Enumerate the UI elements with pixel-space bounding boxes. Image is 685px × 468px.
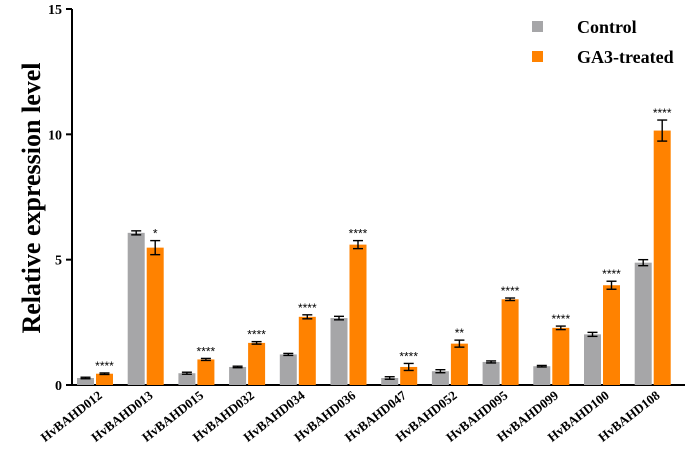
- ga3-treated-bar: [653, 130, 671, 385]
- significance-marker: ****: [349, 227, 368, 241]
- control-bar: [279, 354, 297, 385]
- ga3-treated-bar: [146, 247, 164, 385]
- ga3-treated-bar: [400, 366, 418, 385]
- ga3-treated-legend-label: GA3-treated: [577, 47, 674, 67]
- control-legend-label: Control: [577, 17, 637, 37]
- significance-marker: ****: [501, 284, 520, 298]
- significance-marker: ****: [247, 328, 266, 342]
- ga3-treated-bar: [197, 359, 215, 385]
- y-tick-label: 0: [55, 379, 62, 394]
- control-bar: [127, 232, 145, 385]
- y-axis: 0 5 10 15: [48, 3, 73, 394]
- significance-marker: ****: [95, 359, 114, 373]
- ga3-treated-bar: [248, 342, 266, 385]
- significance-marker: *: [153, 227, 158, 241]
- y-tick-label: 5: [55, 254, 62, 269]
- control-bar: [533, 366, 551, 385]
- control-bar: [381, 377, 399, 385]
- ga3-treated-bar: [349, 244, 367, 385]
- significance-marker: ****: [197, 344, 216, 358]
- significance-marker: ****: [602, 267, 621, 281]
- control-bar: [229, 366, 247, 385]
- control-bar: [584, 334, 601, 385]
- control-bar: [431, 371, 449, 385]
- significance-marker: ****: [551, 312, 570, 326]
- ga3-treated-bar: [96, 373, 113, 385]
- ga3-treated-bar: [552, 327, 570, 385]
- significance-marker: **: [455, 326, 465, 340]
- bars-group: ****HvBAHD012*HvBAHD013****HvBAHD015****…: [38, 106, 672, 445]
- significance-marker: ****: [298, 301, 317, 315]
- control-bar: [77, 377, 94, 385]
- significance-marker: ****: [653, 106, 672, 120]
- control-legend-swatch: [532, 21, 543, 32]
- y-tick-label: 15: [48, 3, 62, 18]
- bar-group-hvbahd013: *HvBAHD013: [88, 227, 164, 445]
- y-axis-title: Relative expression level: [17, 62, 46, 333]
- y-tick-label: 10: [48, 128, 62, 143]
- significance-marker: ****: [399, 349, 418, 363]
- ga3-treated-legend-swatch: [532, 51, 543, 62]
- ga3-treated-bar: [450, 343, 468, 385]
- ga3-treated-bar: [298, 316, 316, 385]
- ga3-treated-bar: [603, 285, 620, 385]
- control-bar: [330, 318, 348, 385]
- ga3-treated-bar: [501, 299, 519, 385]
- control-bar: [634, 262, 652, 385]
- control-bar: [482, 361, 500, 385]
- control-bar: [178, 373, 196, 385]
- legend: Control GA3-treated: [532, 17, 674, 67]
